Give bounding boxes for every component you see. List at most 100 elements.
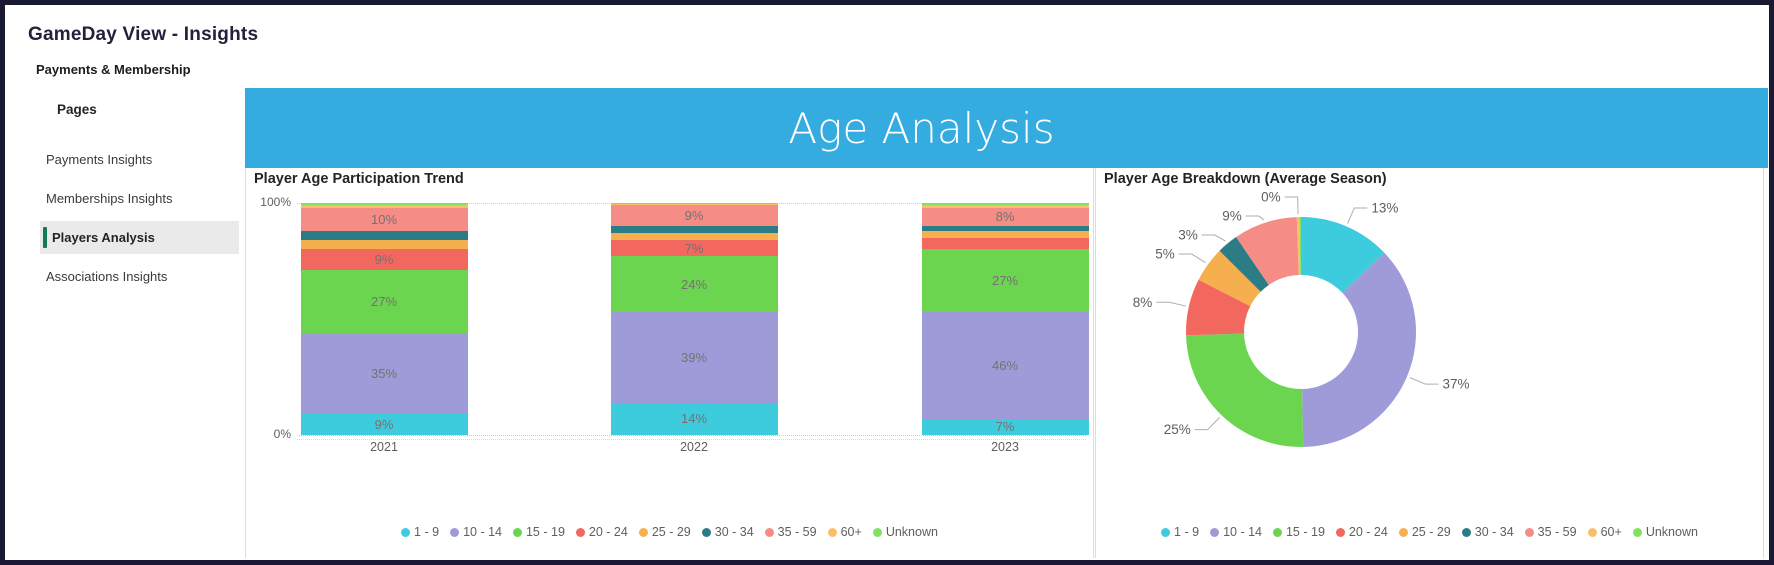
bar-legend-item-30-34[interactable]: 30 - 34 [701,525,754,539]
bar-segment-2021-60[interactable] [300,205,468,208]
bar-segment-2022-10-14[interactable]: 39% [610,312,778,403]
bar-data-label: 14% [680,411,708,427]
donut-slice-unknown[interactable] [1299,217,1301,276]
bar-segment-2021-20-24[interactable]: 9% [300,249,468,271]
bar-segment-2022-unknown[interactable] [610,203,778,205]
bar-chart-panel: Player Age Participation Trend 100% 0% 9… [245,168,1094,558]
selected-indicator [43,227,47,248]
donut-legend-item-25-29[interactable]: 25 - 29 [1398,525,1451,539]
donut-chart-legend: 1 - 9 10 - 14 15 - 19 20 - 24 25 - 29 30 - 34… [1096,525,1763,539]
bar-data-label: 35% [370,366,398,382]
bar-legend-item-unknown[interactable]: Unknown [872,525,938,539]
bar-data-label: 46% [991,357,1019,373]
donut-legend-item-1-9[interactable]: 1 - 9 [1161,525,1199,539]
bar-segment-2022-1-9[interactable]: 14% [610,402,778,435]
bar-segment-2022-25-29[interactable] [610,233,778,241]
bar-segment-2021-25-29[interactable] [300,240,468,250]
sidebar-item-associations-insights[interactable]: Associations Insights [40,260,239,293]
report-section-title: Payments & Membership [36,62,191,77]
callout-leader-line [1245,215,1265,221]
donut-slice-60[interactable] [1296,217,1301,276]
donut-legend-item-15-19[interactable]: 15 - 19 [1272,525,1325,539]
bar-legend-item-1-9[interactable]: 1 - 9 [401,525,439,539]
bar-segment-2023-unknown[interactable] [921,203,1089,206]
bar-data-label: 39% [680,349,708,365]
callout-leader-line [1156,301,1186,307]
bar-segment-2023-35-59[interactable]: 8% [921,207,1089,227]
bar-segment-2021-10-14[interactable]: 35% [300,332,468,415]
bar-segment-2021-35-59[interactable]: 10% [300,207,468,231]
stacked-bar-2021: 9% 35% 27% 9% 10% [300,203,468,435]
banner-title: Age Analysis [788,103,1055,153]
donut-legend-item-10-14[interactable]: 10 - 14 [1210,525,1262,539]
donut-slice-15-19[interactable] [1186,333,1304,448]
sidebar-item-players-analysis[interactable]: Players Analysis [40,221,239,254]
bar-segment-2023-20-24[interactable] [921,237,1089,250]
sidebar-item-label: Payments Insights [46,152,153,167]
donut-slice-35-59[interactable] [1236,217,1299,285]
bar-segment-2023-60[interactable] [921,205,1089,208]
donut-data-label-25-29: 5% [1155,247,1175,262]
bar-segment-2021-1-9[interactable]: 9% [300,414,468,435]
sidebar-item-memberships-insights[interactable]: Memberships Insights [40,182,239,215]
pages-heading: Pages [57,102,97,117]
bar-legend-item-35-59[interactable]: 35 - 59 [764,525,817,539]
bar-segment-2022-60[interactable] [610,204,778,206]
donut-slice-1-9[interactable] [1301,217,1385,293]
legend-dot [1161,527,1171,537]
x-axis-label-2022: 2022 [680,440,708,454]
gridline [297,435,1086,436]
callout-leader-line [1284,196,1299,215]
page-title: GameDay View - Insights [28,24,259,45]
donut-slice-25-29[interactable] [1198,250,1261,307]
legend-label: Unknown [1645,525,1698,539]
donut-legend-item-unknown[interactable]: Unknown [1632,525,1698,539]
legend-dot [638,527,648,537]
bar-segment-2023-1-9[interactable]: 7% [921,418,1089,435]
donut-slice-20-24[interactable] [1186,279,1251,336]
bar-segment-2022-20-24[interactable]: 7% [610,240,778,257]
bar-data-label: 9% [684,208,704,224]
bar-segment-2023-15-19[interactable]: 27% [921,249,1089,313]
axis-tick-row [297,439,1086,440]
stacked-bar-2023: 7% 46% 27% 8% [921,203,1089,435]
donut-legend-item-30-34[interactable]: 30 - 34 [1461,525,1514,539]
legend-dot [1587,527,1597,537]
donut-legend-item-20-24[interactable]: 20 - 24 [1335,525,1388,539]
bar-segment-2022-30-34[interactable] [610,226,778,234]
sidebar-item-label: Players Analysis [52,230,155,245]
bar-segment-2021-30-34[interactable] [300,230,468,241]
donut-slice-10-14[interactable] [1302,252,1416,447]
donut-legend-item-35-59[interactable]: 35 - 59 [1524,525,1577,539]
bar-legend-item-60[interactable]: 60+ [827,525,862,539]
legend-label: 25 - 29 [1411,525,1451,539]
bar-segment-2022-15-19[interactable]: 24% [610,256,778,313]
bar-segment-2021-15-19[interactable]: 27% [300,270,468,333]
bar-segment-2022-35-59[interactable]: 9% [610,205,778,227]
callout-leader-line [1194,417,1220,431]
legend-dot [1524,527,1534,537]
bar-segment-2023-25-29[interactable] [921,230,1089,238]
callout-leader-line [1201,234,1226,242]
bar-data-label: 7% [995,419,1015,435]
bar-legend-item-20-24[interactable]: 20 - 24 [575,525,628,539]
bar-legend-item-25-29[interactable]: 25 - 29 [638,525,691,539]
sidebar-item-payments-insights[interactable]: Payments Insights [40,143,239,176]
donut-chart-panel: Player Age Breakdown (Average Season) 13… [1095,168,1764,558]
bar-data-label: 27% [991,273,1019,289]
bar-segment-2021-unknown[interactable] [300,203,468,206]
bar-segment-2023-30-34[interactable] [921,226,1089,231]
legend-dot [827,527,837,537]
donut-data-label-1-9: 13% [1371,200,1398,215]
bar-legend-item-10-14[interactable]: 10 - 14 [450,525,502,539]
donut-slice-30-34[interactable] [1219,237,1269,292]
donut-legend-item-60[interactable]: 60+ [1587,525,1622,539]
bar-segment-2023-10-14[interactable]: 46% [921,312,1089,419]
legend-label: 1 - 9 [1174,525,1200,539]
donut-data-label-30-34: 3% [1178,228,1198,243]
bar-legend-item-15-19[interactable]: 15 - 19 [512,525,565,539]
legend-dot [575,527,585,537]
bar-data-label: 24% [680,276,708,292]
pages-nav: Payments Insights Memberships Insights Pla… [40,143,239,299]
